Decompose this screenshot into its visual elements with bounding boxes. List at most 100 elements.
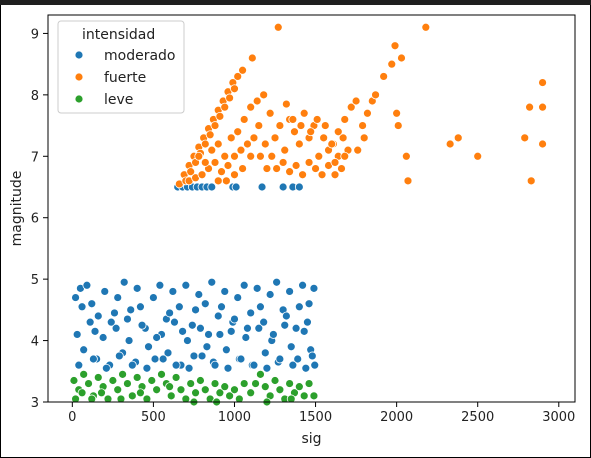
- data-point-fuerte: [525, 102, 534, 112]
- data-point-fuerte: [294, 139, 304, 149]
- data-point-fuerte: [226, 133, 236, 143]
- data-point-moderado: [127, 360, 137, 370]
- data-point-fuerte: [262, 164, 272, 173]
- data-point-moderado: [178, 326, 187, 336]
- data-point-moderado: [90, 326, 100, 336]
- data-point-fuerte: [392, 108, 402, 118]
- legend-box: [57, 20, 185, 114]
- data-point-moderado: [259, 317, 269, 327]
- data-point-fuerte: [213, 176, 223, 186]
- data-point-moderado: [280, 320, 290, 330]
- data-point-moderado: [126, 305, 136, 315]
- data-point-leve: [127, 391, 137, 401]
- data-point-leve: [152, 385, 162, 395]
- data-point-moderado: [268, 330, 278, 339]
- data-point-moderado: [233, 293, 243, 302]
- data-point-moderado: [184, 363, 194, 373]
- data-point-fuerte: [538, 139, 547, 149]
- data-point-leve: [299, 391, 309, 401]
- data-point-moderado: [223, 363, 233, 373]
- data-point-moderado: [200, 299, 210, 309]
- data-point-moderado: [113, 293, 123, 302]
- data-point-fuerte: [230, 170, 239, 180]
- data-point-moderado: [220, 287, 230, 296]
- data-point-fuerte: [280, 145, 290, 155]
- data-point-fuerte: [252, 96, 262, 106]
- data-point-moderado: [281, 311, 291, 321]
- data-point-fuerte: [314, 151, 324, 161]
- data-point-fuerte: [207, 145, 217, 155]
- data-point-moderado: [202, 342, 212, 352]
- legend-entries: moderado fuerte leve: [74, 48, 176, 108]
- data-point-moderado: [71, 293, 80, 302]
- data-point-fuerte: [520, 133, 530, 143]
- data-point-fuerte: [217, 167, 226, 177]
- data-point-leve: [286, 394, 296, 404]
- data-point-fuerte: [358, 121, 367, 130]
- data-point-moderado: [285, 287, 295, 296]
- data-point-leve: [200, 385, 210, 395]
- data-point-fuerte: [453, 133, 463, 143]
- data-point-fuerte: [225, 93, 235, 103]
- data-point-fuerte: [333, 127, 343, 137]
- data-point-fuerte: [256, 151, 265, 161]
- data-point-moderado: [293, 354, 303, 364]
- x-tick-label: 1000: [218, 410, 251, 425]
- data-point-leve: [103, 394, 113, 404]
- y-tick-label: 4: [31, 335, 39, 350]
- data-point-fuerte: [213, 139, 223, 149]
- data-point-leve: [118, 369, 127, 379]
- data-point-moderado: [294, 182, 304, 192]
- data-point-moderado: [132, 283, 142, 293]
- data-point-moderado: [158, 354, 168, 364]
- data-point-fuerte: [291, 161, 301, 170]
- data-point-moderado: [163, 348, 173, 358]
- data-point-moderado: [82, 280, 92, 290]
- data-point-moderado: [291, 323, 301, 333]
- data-point-moderado: [197, 351, 207, 361]
- data-point-moderado: [170, 317, 179, 327]
- data-point-fuerte: [312, 115, 322, 124]
- data-point-leve: [220, 382, 230, 392]
- data-point-fuerte: [221, 176, 231, 186]
- data-point-moderado: [286, 342, 296, 352]
- data-point-fuerte: [320, 121, 330, 130]
- data-point-moderado: [294, 302, 304, 312]
- data-point-fuerte: [220, 151, 230, 161]
- data-point-fuerte: [210, 121, 220, 130]
- data-point-moderado: [93, 311, 103, 321]
- data-point-fuerte: [363, 108, 372, 118]
- data-point-fuerte: [238, 65, 247, 75]
- data-point-leve: [79, 369, 89, 379]
- data-point-moderado: [136, 302, 145, 312]
- data-point-fuerte: [306, 127, 316, 137]
- data-point-fuerte: [390, 41, 400, 51]
- data-point-moderado: [239, 280, 249, 290]
- data-point-fuerte: [243, 139, 252, 149]
- data-point-fuerte: [259, 90, 269, 100]
- data-point-leve: [142, 394, 152, 404]
- data-point-fuerte: [319, 133, 329, 143]
- data-point-fuerte: [249, 133, 259, 143]
- data-point-leve: [71, 394, 80, 404]
- data-point-moderado: [111, 323, 121, 333]
- data-point-moderado: [119, 277, 129, 287]
- y-tick-label: 3: [31, 396, 39, 411]
- data-point-fuerte: [337, 164, 346, 173]
- legend-marker-leve: [74, 94, 84, 104]
- x-tick-label: 2000: [380, 410, 413, 425]
- data-point-moderado: [215, 330, 225, 339]
- data-point-fuerte: [397, 53, 406, 63]
- data-point-moderado: [196, 323, 205, 333]
- y-tick-label: 5: [31, 273, 39, 288]
- data-point-fuerte: [290, 127, 299, 137]
- data-point-leve: [171, 373, 181, 382]
- data-point-leve: [77, 388, 87, 398]
- data-point-fuerte: [338, 133, 348, 143]
- data-point-moderado: [87, 299, 97, 309]
- data-point-fuerte: [346, 102, 356, 112]
- data-point-leve: [256, 369, 265, 379]
- data-point-leve: [246, 388, 256, 398]
- y-tick-label: 6: [31, 212, 39, 227]
